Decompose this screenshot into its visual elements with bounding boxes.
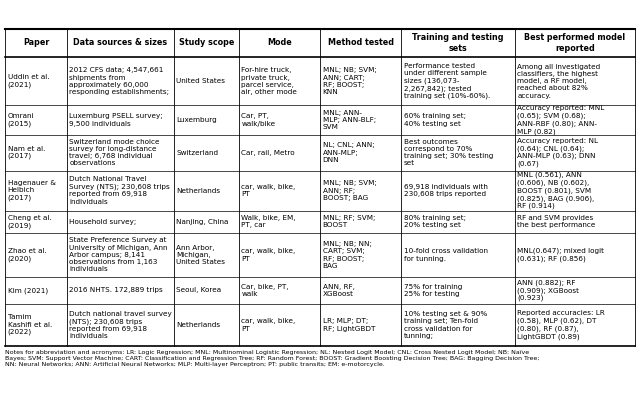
Text: Notes for abbreviation and acronyms: LR: Logic Regression; MNL: Multinominal Log: Notes for abbreviation and acronyms: LR:…	[5, 350, 540, 367]
Text: 2012 CFS data; 4,547,661
shipments from
approximately 60,000
responding establis: 2012 CFS data; 4,547,661 shipments from …	[69, 67, 170, 95]
Text: Switzerland: Switzerland	[177, 150, 219, 155]
Text: RF and SVM provides
the best performance: RF and SVM provides the best performance	[517, 215, 596, 228]
Text: LR; MLP; DT;
RF; LightGBDT: LR; MLP; DT; RF; LightGBDT	[323, 318, 375, 332]
Text: Kim (2021): Kim (2021)	[8, 287, 48, 293]
Text: Best outcomes
correspond to 70%
training set; 30% testing
set: Best outcomes correspond to 70% training…	[404, 139, 493, 166]
Text: Walk, bike, EM,
PT, car: Walk, bike, EM, PT, car	[241, 215, 296, 228]
Text: 60% training set;
40% testing set: 60% training set; 40% testing set	[404, 113, 466, 126]
Text: Car, PT,
walk/bike: Car, PT, walk/bike	[241, 113, 276, 126]
Text: Car, rail, Metro: Car, rail, Metro	[241, 150, 295, 155]
Text: 80% training set;
20% testing set: 80% training set; 20% testing set	[404, 215, 466, 228]
Text: Accuracy reported: NL
(0.64); CNL (0.64);
ANN-MLP (0.63); DNN
(0.67): Accuracy reported: NL (0.64); CNL (0.64)…	[517, 138, 598, 167]
Text: Dutch National Travel
Survey (NTS); 230,608 trips
reported from 69,918
individua: Dutch National Travel Survey (NTS); 230,…	[69, 176, 170, 205]
Text: Zhao et al.
(2020): Zhao et al. (2020)	[8, 248, 47, 262]
Text: Dutch national travel survey
(NTS); 230,608 trips
reported from 69,918
individua: Dutch national travel survey (NTS); 230,…	[69, 311, 172, 339]
Text: Training and testing
sets: Training and testing sets	[412, 33, 504, 53]
Text: Netherlands: Netherlands	[177, 188, 221, 193]
Text: Netherlands: Netherlands	[177, 322, 221, 328]
Text: Luxemburg: Luxemburg	[177, 117, 217, 123]
Text: Tamim
Kashifi et al.
(2022): Tamim Kashifi et al. (2022)	[8, 315, 52, 335]
Text: For-hire truck,
private truck,
parcel service,
air, other mode: For-hire truck, private truck, parcel se…	[241, 67, 298, 95]
Text: MNL; NB; SVM;
ANN; RF;
BOOST; BAG: MNL; NB; SVM; ANN; RF; BOOST; BAG	[323, 180, 376, 201]
Text: 2016 NHTS. 172,889 trips: 2016 NHTS. 172,889 trips	[69, 287, 163, 293]
Text: 10% testing set & 90%
training set; Ten-fold
cross validation for
tunning;: 10% testing set & 90% training set; Ten-…	[404, 311, 487, 339]
Text: Ann Arbor,
Michigan,
United States: Ann Arbor, Michigan, United States	[177, 245, 225, 265]
Text: Mode: Mode	[267, 38, 292, 47]
Text: Best performed model
reported: Best performed model reported	[524, 33, 625, 53]
Text: United States: United States	[177, 78, 225, 84]
Text: Uddin et al.
(2021): Uddin et al. (2021)	[8, 74, 49, 88]
Text: MNL; NB; NN;
CART; SVM;
RF; BOOST;
BAG: MNL; NB; NN; CART; SVM; RF; BOOST; BAG	[323, 241, 371, 269]
Text: MNL; RF; SVM;
BOOST: MNL; RF; SVM; BOOST	[323, 215, 375, 228]
Text: Performance tested
under different sample
sizes (136,073-
2,267,842); tested
tra: Performance tested under different sampl…	[404, 63, 490, 100]
Text: 69,918 individuals with
230,608 trips reported: 69,918 individuals with 230,608 trips re…	[404, 184, 488, 197]
Text: Cheng et al.
(2019): Cheng et al. (2019)	[8, 215, 51, 228]
Text: Reported accuracies: LR
(0.58), MLP (0.62), DT
(0.80), RF (0.87),
LightGBDT (0.8: Reported accuracies: LR (0.58), MLP (0.6…	[517, 310, 605, 339]
Text: NL; CNL; ANN;
ANN-MLP;
DNN: NL; CNL; ANN; ANN-MLP; DNN	[323, 142, 374, 163]
Text: car, walk, bike,
PT: car, walk, bike, PT	[241, 318, 296, 332]
Text: Household survey;: Household survey;	[69, 219, 136, 225]
Text: Nam et al.
(2017): Nam et al. (2017)	[8, 146, 45, 160]
Text: MNL (0.561), ANN
(0.606), NB (0.602),
BOOST (0.801), SVM
(0.825), BAG (0.906),
R: MNL (0.561), ANN (0.606), NB (0.602), BO…	[517, 172, 595, 209]
Text: Hagenauer &
Helbich
(2017): Hagenauer & Helbich (2017)	[8, 180, 56, 201]
Text: Study scope: Study scope	[179, 38, 234, 47]
Text: MNL(0.647); mixed logit
(0.631); RF (0.856): MNL(0.647); mixed logit (0.631); RF (0.8…	[517, 248, 604, 262]
Text: car, walk, bike,
PT: car, walk, bike, PT	[241, 248, 296, 262]
Text: Car, bike, PT,
walk: Car, bike, PT, walk	[241, 284, 289, 297]
Text: car, walk, bike,
PT: car, walk, bike, PT	[241, 184, 296, 197]
Text: Method tested: Method tested	[328, 38, 394, 47]
Text: Omrani
(2015): Omrani (2015)	[8, 113, 34, 127]
Text: Seoul, Korea: Seoul, Korea	[177, 287, 221, 293]
Text: Luxemburg PSELL survey;
9,500 individuals: Luxemburg PSELL survey; 9,500 individual…	[69, 113, 163, 126]
Text: ANN, RF,
XGBoost: ANN, RF, XGBoost	[323, 284, 355, 297]
Text: Data sources & sizes: Data sources & sizes	[74, 38, 168, 47]
Text: Paper: Paper	[23, 38, 49, 47]
Text: State Preference Survey at
University of Michigan, Ann
Arbor campus; 8,141
obser: State Preference Survey at University of…	[69, 237, 168, 273]
Text: Switzerland mode choice
survey for long-distance
travel; 6,768 individual
observ: Switzerland mode choice survey for long-…	[69, 139, 160, 166]
Text: Among all investigated
classifiers, the highest
model, a RF model,
reached about: Among all investigated classifiers, the …	[517, 64, 600, 99]
Text: MNL; NB; SVM;
ANN; CART;
RF; BOOST;
KNN: MNL; NB; SVM; ANN; CART; RF; BOOST; KNN	[323, 67, 376, 95]
Text: ANN (0.882); RF
(0.909); XGBoost
(0.923): ANN (0.882); RF (0.909); XGBoost (0.923)	[517, 279, 579, 301]
Text: 10-fold cross validation
for tunning.: 10-fold cross validation for tunning.	[404, 248, 488, 262]
Text: Nanjing, China: Nanjing, China	[177, 219, 229, 225]
Text: MNL; ANN-
MLP; ANN-BLF;
SVM: MNL; ANN- MLP; ANN-BLF; SVM	[323, 110, 376, 130]
Text: Accuracy reported: MNL
(0.65); SVM (0.68);
ANN-RBF (0.80); ANN-
MLP (0.82): Accuracy reported: MNL (0.65); SVM (0.68…	[517, 105, 605, 135]
Text: 75% for training
25% for testing: 75% for training 25% for testing	[404, 284, 462, 297]
